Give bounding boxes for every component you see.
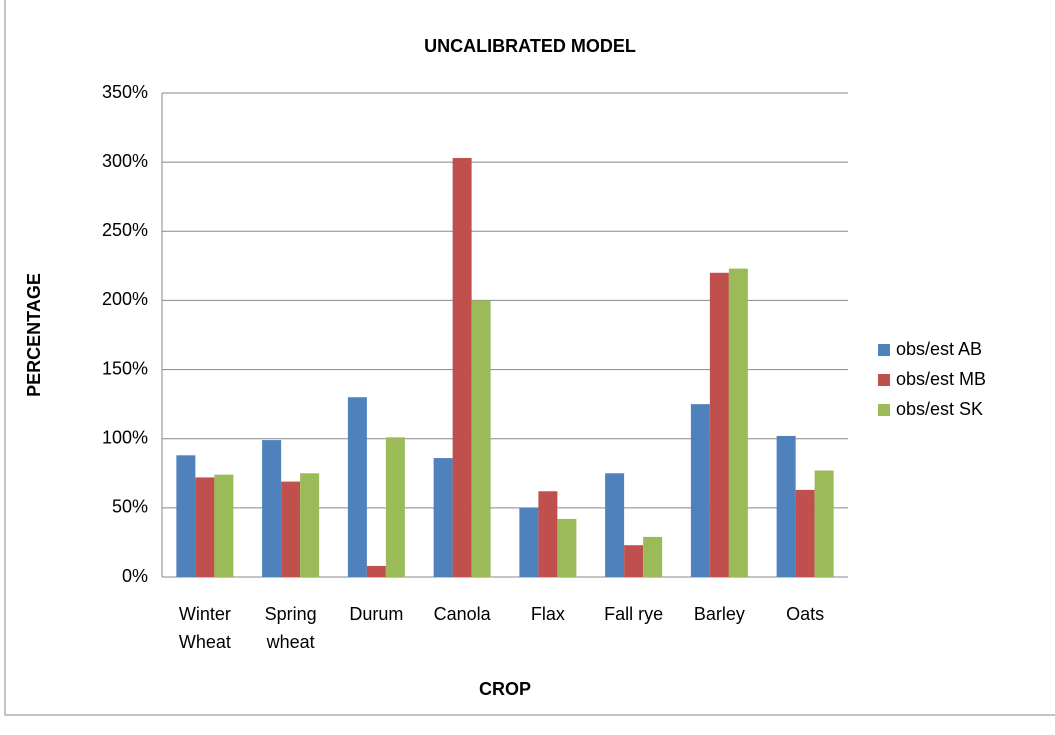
chart-title: UNCALIBRATED MODEL xyxy=(424,36,636,56)
bar xyxy=(347,397,367,577)
bar xyxy=(300,473,320,577)
x-tick-label: Barley xyxy=(693,604,745,624)
bar xyxy=(452,157,472,577)
bar xyxy=(385,437,405,577)
x-axis-label: CROP xyxy=(479,679,531,699)
legend-label: obs/est SK xyxy=(896,399,983,419)
x-tick-label: Winter Wheat xyxy=(178,604,231,652)
bar xyxy=(814,470,834,577)
bar xyxy=(262,440,282,577)
x-tick-label-box: Canola xyxy=(433,604,491,624)
y-tick-label: 300% xyxy=(102,151,148,171)
legend-swatch xyxy=(878,404,890,416)
x-tick-label-box: Durum xyxy=(349,604,404,624)
x-tick-label: Durum xyxy=(349,604,404,624)
x-tick-label: Flax xyxy=(530,604,565,624)
bar xyxy=(538,491,558,577)
x-tick-label-box: Barley xyxy=(693,604,745,624)
bar xyxy=(557,518,577,577)
y-tick-label: 150% xyxy=(102,358,148,378)
bar xyxy=(709,272,729,577)
bar xyxy=(433,458,453,577)
bar xyxy=(366,565,386,577)
bar xyxy=(176,455,196,577)
bar xyxy=(643,536,663,577)
x-tick-label: Spring wheat xyxy=(264,604,317,652)
legend-label: obs/est MB xyxy=(896,369,986,389)
y-tick-label: 200% xyxy=(102,289,148,309)
bar xyxy=(281,481,301,577)
legend-swatch xyxy=(878,374,890,386)
y-tick-label: 250% xyxy=(102,220,148,240)
x-tick-label-box: Spring wheat xyxy=(264,604,317,652)
x-tick-label: Fall rye xyxy=(604,604,664,624)
x-tick-label-box: Fall rye xyxy=(604,604,664,624)
y-tick-label: 100% xyxy=(102,427,148,447)
bar xyxy=(795,489,815,577)
bar xyxy=(624,545,644,577)
bar xyxy=(519,507,539,577)
y-tick-label: 50% xyxy=(112,497,148,517)
bar xyxy=(776,435,796,577)
bar xyxy=(605,473,625,577)
x-tick-label-box: Winter Wheat xyxy=(178,604,231,652)
y-tick-label: 0% xyxy=(122,566,148,586)
legend-label: obs/est AB xyxy=(896,339,982,359)
y-axis-label: PERCENTAGE xyxy=(24,273,44,397)
x-tick-label: Canola xyxy=(433,604,491,624)
bar xyxy=(471,300,491,577)
x-tick-label-box: Oats xyxy=(786,604,825,624)
legend-swatch xyxy=(878,344,890,356)
x-tick-label: Oats xyxy=(786,604,825,624)
bar xyxy=(690,404,710,577)
bar xyxy=(214,474,234,577)
x-tick-label-box: Flax xyxy=(530,604,565,624)
y-tick-label: 350% xyxy=(102,82,148,102)
bar xyxy=(195,477,215,577)
bar xyxy=(728,268,748,577)
chart-frame xyxy=(4,0,1055,716)
